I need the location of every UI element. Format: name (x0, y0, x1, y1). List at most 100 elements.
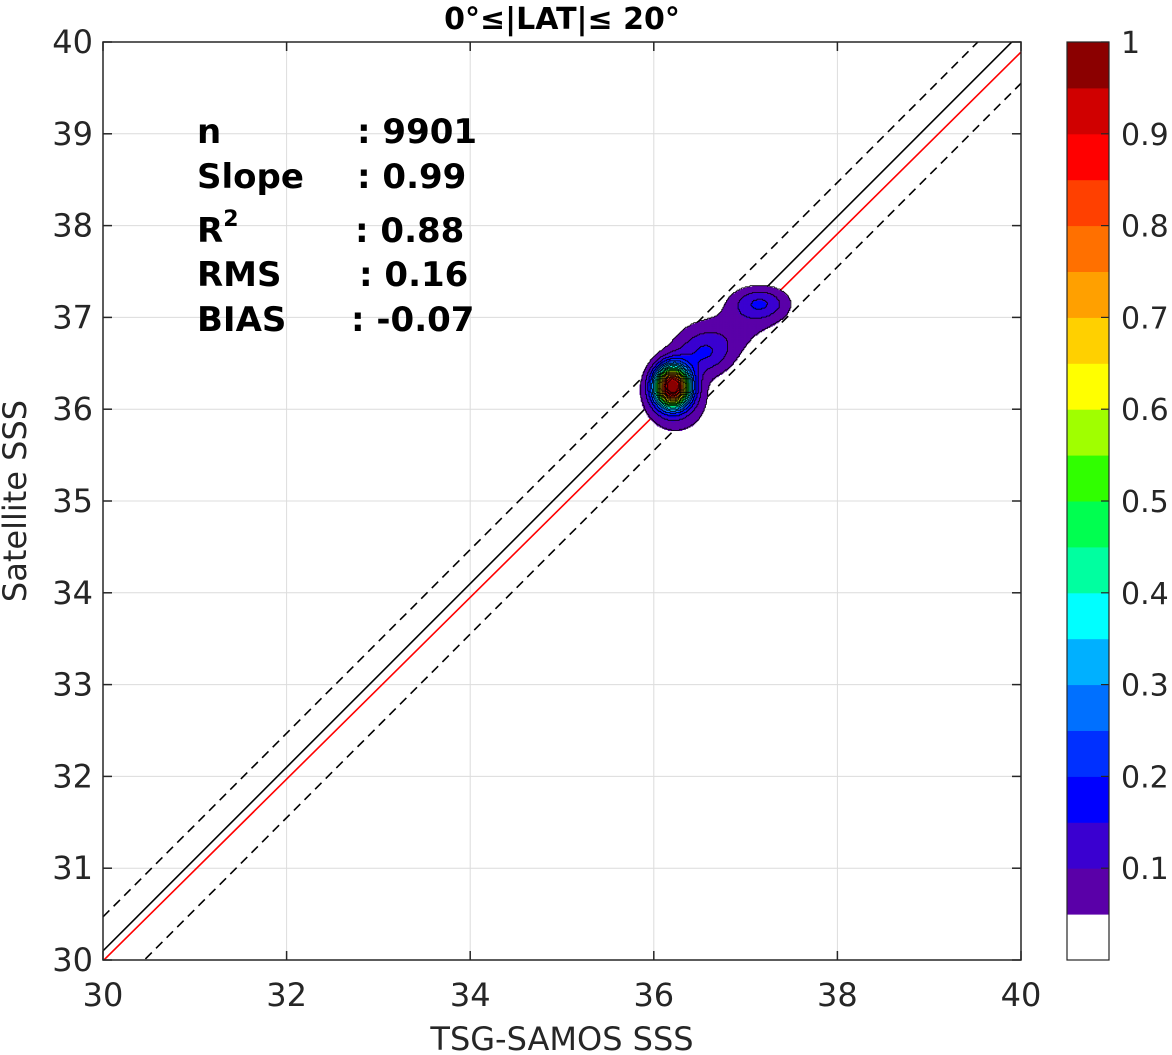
contour-cell (688, 395, 691, 398)
contour-cell (690, 345, 692, 347)
contour-cell (694, 418, 697, 420)
contour-cell (684, 345, 686, 347)
contour-cell (650, 388, 652, 391)
contour-cell (650, 410, 652, 412)
contour-cell (678, 412, 681, 415)
contour-cell (672, 346, 675, 348)
contour-cell (674, 413, 677, 416)
contour-cell (663, 361, 665, 364)
contour-cell (692, 356, 695, 359)
contour-cell (688, 331, 691, 334)
contour-cell (668, 425, 671, 428)
contour-cell (691, 356, 693, 359)
contour-cell (688, 346, 691, 348)
contour-cell (645, 369, 648, 372)
contour-cell (692, 355, 695, 357)
contour-cell (644, 402, 647, 405)
contour-cell (640, 392, 643, 394)
contour-cell (667, 421, 670, 424)
contour-cell (651, 412, 654, 415)
contour-cell (645, 384, 648, 387)
contour-cell (691, 336, 693, 338)
contour-cell (693, 397, 696, 400)
contour-cell (681, 333, 684, 336)
contour-cell (655, 414, 658, 417)
contour-cell (681, 348, 684, 351)
contour-cell (674, 356, 677, 359)
contour-cell (693, 356, 696, 359)
contour-cell (644, 396, 647, 399)
contour-cell (648, 366, 651, 369)
contour-cell (653, 403, 656, 406)
contour-cell (658, 413, 661, 416)
contour-cell (677, 350, 679, 353)
contour-cell (692, 382, 695, 384)
contour-cell (677, 358, 679, 361)
contour-cell (646, 411, 649, 414)
contour-cell (688, 418, 691, 420)
contour-cell (675, 387, 678, 390)
contour-cell (646, 404, 649, 407)
contour-cell (655, 373, 658, 375)
contour-cell (641, 396, 644, 399)
contour-cell (680, 400, 683, 402)
contour-cell (693, 360, 696, 363)
contour-cell (680, 332, 683, 335)
contour-cell (664, 415, 666, 418)
contour-cell (687, 337, 690, 340)
contour-cell (684, 338, 686, 341)
contour-cell (692, 386, 695, 389)
contour-cell (691, 349, 693, 352)
contour-cell (673, 405, 676, 408)
contour-cell (692, 416, 695, 419)
contour-cell (690, 332, 692, 335)
contour-cell (661, 364, 664, 366)
contour-cell (682, 338, 685, 341)
contour-cell (668, 344, 671, 346)
upper-bound-line (103, 42, 979, 918)
contour-cell (679, 348, 682, 351)
contour-cell (665, 347, 668, 350)
contour-cell (666, 346, 669, 348)
contour-cell (675, 428, 678, 430)
contour-cell (641, 399, 644, 401)
contour-cell (672, 348, 675, 351)
contour-cell (685, 339, 688, 342)
contour-cell (674, 390, 677, 392)
contour-cell (644, 404, 647, 407)
contour-cell (668, 413, 671, 416)
contour-cell (685, 420, 688, 423)
contour-cell (668, 427, 671, 429)
contour-cell (673, 358, 676, 361)
contour-cell (653, 378, 656, 381)
contour-cell (670, 385, 672, 388)
contour-cell (643, 399, 645, 401)
contour-cell (674, 388, 677, 391)
contour-cell (680, 425, 683, 428)
contour-cell (690, 340, 692, 343)
contour-cell (672, 341, 675, 344)
contour-cell (680, 359, 683, 362)
contour-cell (668, 423, 671, 426)
contour-cell (686, 415, 689, 418)
contour-cell (650, 404, 652, 407)
contour-cell (670, 425, 672, 428)
contour-cell (663, 350, 665, 353)
contour-cell (679, 350, 682, 353)
reference-lines (103, 42, 1021, 960)
contour-cell (670, 354, 672, 356)
contour-cell (691, 330, 693, 333)
contour-cell (684, 331, 686, 334)
contour-cell (680, 415, 683, 418)
contour-cell (657, 420, 659, 423)
contour-cell (693, 327, 696, 329)
contour-cell (660, 351, 663, 354)
contour-cell (681, 402, 684, 405)
contour-cell (672, 415, 675, 418)
contour-cell (690, 335, 692, 337)
contour-cell (659, 419, 662, 421)
contour-cell (688, 341, 691, 344)
contour-cell (648, 409, 651, 411)
contour-cell (684, 413, 686, 416)
contour-cell (652, 360, 655, 363)
